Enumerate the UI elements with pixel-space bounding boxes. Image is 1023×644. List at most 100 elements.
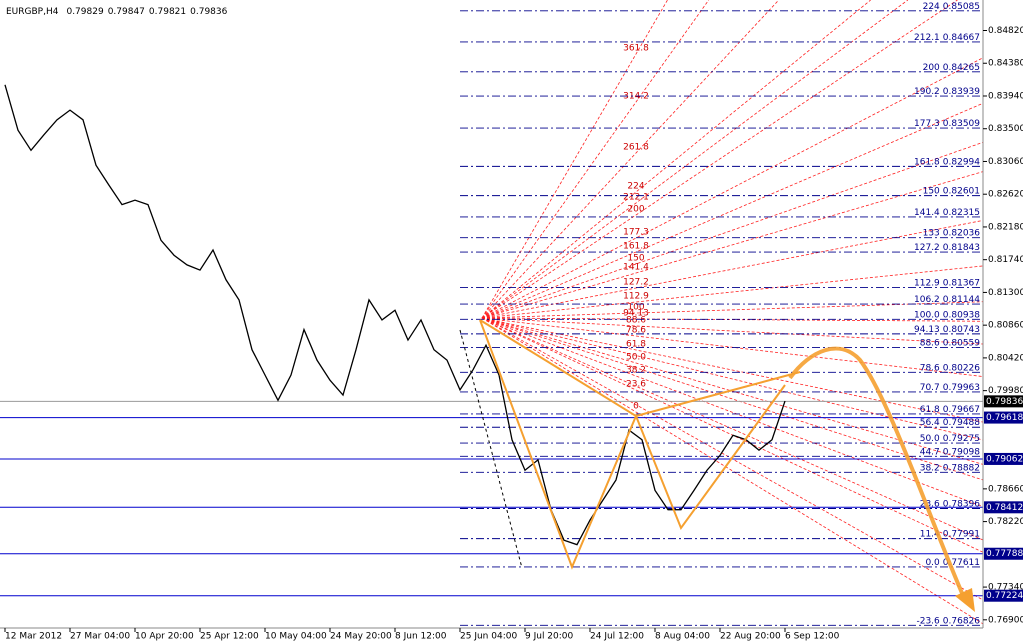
axes-group: 0.79618 0.79062 0.78412 0.77788 0.77224 0.848… (4, 26, 1023, 642)
fib-ratio: 23.6 (920, 499, 940, 509)
fan-line (481, 220, 984, 319)
quote-value: 0.79847 (108, 7, 145, 17)
fan-line (481, 317, 984, 625)
symbol: EURGBP,H4 (6, 7, 59, 17)
level-tag-text: 0.77224 (986, 591, 1023, 601)
fib-ratio: 38.2 (920, 463, 940, 473)
fib-price: 0.81843 (943, 243, 980, 253)
fib-ratio: 61.8 (920, 404, 940, 414)
fan-line (481, 317, 984, 465)
fan-line (481, 265, 984, 319)
fib-price: 0.76826 (943, 616, 980, 626)
y-tick-label: 0.82620 (988, 190, 1023, 200)
fib-price: 0.82601 (943, 186, 980, 196)
fib-label: 11.4 0.77991 (920, 529, 980, 539)
fib-ratio: 78.6 (920, 363, 940, 373)
fib-ratio: 88.6 (920, 338, 940, 348)
fib-ratio: 177.3 (914, 119, 940, 129)
y-tick-label: 0.83940 (988, 91, 1023, 101)
fib-ratio: 11.4 (920, 529, 940, 539)
fan-line (481, 317, 984, 441)
harmonic-pattern (479, 319, 975, 612)
y-tick-label: 0.80860 (988, 321, 1023, 331)
fib-label: 61.8 0.79667 (920, 404, 980, 414)
fan-line (481, 171, 984, 319)
fan-line (481, 0, 780, 319)
fib-price: 0.82036 (943, 228, 980, 238)
fib-ratio: -23.6 (916, 616, 940, 626)
fib-price: 0.79275 (943, 434, 980, 444)
fib-ratio: 56.4 (920, 418, 940, 428)
x-tick-label: 12 Mar 2012 (5, 632, 62, 642)
fib-ratio: 190.2 (914, 87, 940, 97)
quote-value: 0.79836 (190, 7, 227, 17)
fib-label: 112.9 0.81367 (914, 278, 980, 288)
fib-price: 0.77991 (943, 529, 980, 539)
fib-label: 150 0.82601 (923, 186, 980, 196)
fan-line (481, 0, 710, 319)
y-tick-label: 0.80420 (988, 353, 1023, 363)
price-axis (983, 0, 1023, 644)
x-tick-label: 22 Aug 20:00 (720, 632, 781, 642)
fib-price: 0.80559 (943, 338, 980, 348)
fib-price: 0.84667 (943, 32, 980, 42)
quote-value: 0.79821 (149, 7, 186, 17)
fib-label: 78.6 0.80226 (920, 363, 981, 373)
fan-label: 361.8 (623, 44, 649, 54)
fib-price: 0.79098 (943, 447, 980, 457)
fan-line (481, 102, 984, 319)
quotes: 0.79829 0.79847 0.79821 0.79836 (66, 7, 227, 17)
pattern-leg (479, 319, 637, 417)
fib-price: 0.79963 (943, 382, 980, 392)
fib-label: 50.0 0.79275 (920, 434, 980, 444)
fib-label: 70.7 0.79963 (920, 382, 980, 392)
fib-ratio: 133 (923, 228, 940, 238)
y-tick-label: 0.79980 (988, 386, 1023, 396)
fib-price: 0.80743 (943, 324, 980, 334)
fib-label: 212.1 0.84667 (914, 32, 980, 42)
fan-line (481, 317, 984, 345)
trend-line (459, 329, 523, 569)
fib-ratio: 100.0 (914, 310, 940, 320)
fan-label: 61.8 (626, 340, 646, 350)
fib-ratio: 112.9 (914, 278, 940, 288)
fib-label: 127.2 0.81843 (914, 243, 980, 253)
fib-ratio: 94.13 (914, 324, 940, 334)
fan-line (481, 317, 984, 541)
x-tick-label: 25 Apr 12:00 (200, 632, 259, 642)
fan-label: 141.4 (623, 263, 649, 273)
fan-line (481, 0, 871, 319)
fib-price: 0.77611 (943, 557, 980, 567)
fan-line (481, 141, 984, 319)
x-tick-label: 27 Mar 04:00 (70, 632, 130, 642)
fan-line (481, 57, 984, 319)
fib-ratio: 44.7 (920, 447, 940, 457)
fib-label: 88.6 0.80559 (920, 338, 981, 348)
fib-price: 0.82315 (943, 207, 980, 217)
fan-label: 78.6 (626, 326, 646, 336)
fib-ratio: 141.4 (914, 207, 940, 217)
fib-price: 0.82994 (943, 157, 980, 167)
fib-ratio: 106.2 (914, 295, 940, 305)
fib-label: 106.2 0.81144 (914, 295, 980, 305)
fan-label: 88.6 (626, 316, 646, 326)
x-tick-label: 24 May 20:00 (330, 632, 392, 642)
level-tag-text: 0.79618 (986, 413, 1023, 423)
quote-value: 0.79829 (66, 7, 103, 17)
fan-label: 23.6 (626, 380, 646, 390)
y-tick-label: 0.81740 (988, 255, 1023, 265)
fan-label: 94.13 (623, 309, 649, 319)
fan-line (481, 317, 984, 508)
plot-group (4, 84, 786, 546)
fib-ratio: 224 (923, 1, 940, 11)
x-tick-label: 24 Jul 12:00 (590, 632, 644, 642)
y-tick-label: 0.81300 (988, 288, 1023, 298)
fan-line (481, 317, 984, 481)
fan-label: 150 (627, 254, 644, 264)
fib-label: -23.6 0.76826 (916, 616, 980, 626)
level-tag-text: 0.78412 (986, 503, 1023, 513)
fib-ratio: 150 (923, 186, 940, 196)
fan-label: 38.2 (626, 366, 646, 376)
